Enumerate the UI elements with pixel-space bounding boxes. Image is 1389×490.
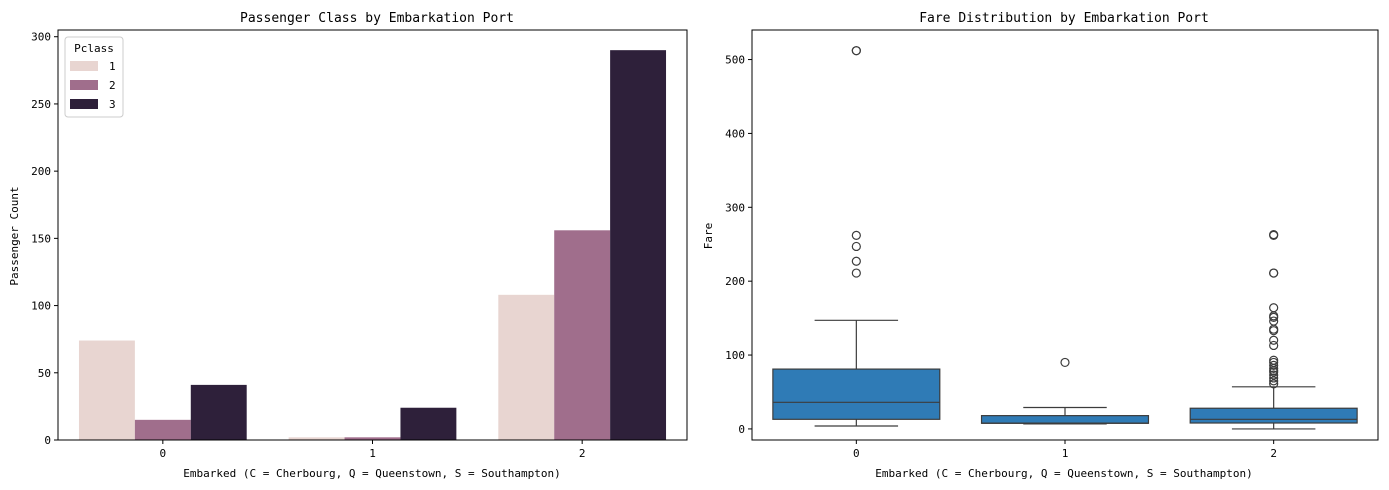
x-tick-label: 0 bbox=[160, 447, 167, 460]
x-axis-label: Embarked (C = Cherbourg, Q = Queenstown,… bbox=[875, 467, 1253, 480]
x-axis-label: Embarked (C = Cherbourg, Q = Queenstown,… bbox=[183, 467, 561, 480]
bar-pclass-1-port-2 bbox=[498, 294, 555, 440]
y-tick-label: 300 bbox=[31, 31, 51, 44]
legend-label-1: 1 bbox=[109, 60, 116, 73]
y-tick-label: 150 bbox=[31, 232, 51, 245]
legend-swatch-1 bbox=[70, 61, 98, 71]
legend-box bbox=[64, 36, 124, 118]
y-tick-label: 0 bbox=[738, 423, 745, 436]
fare-by-port-box-plot: Fare Distribution by Embarkation Port Em… bbox=[702, 11, 1379, 480]
y-tick-label: 100 bbox=[725, 349, 745, 362]
chart-title: Fare Distribution by Embarkation Port bbox=[919, 11, 1209, 26]
y-axis-label: Passenger Count bbox=[8, 186, 21, 285]
y-tick-label: 500 bbox=[725, 54, 745, 67]
x-tick-label: 2 bbox=[579, 447, 586, 460]
outlier-point bbox=[1269, 376, 1279, 386]
outlier-point bbox=[851, 230, 861, 240]
box-port-1 bbox=[980, 415, 1150, 424]
y-tick-label: 250 bbox=[31, 98, 51, 111]
y-tick-label: 100 bbox=[31, 300, 51, 313]
outlier-point bbox=[1269, 379, 1279, 389]
x-tick-label: 2 bbox=[1270, 447, 1277, 460]
outlier-point bbox=[851, 46, 861, 56]
x-tick-label: 1 bbox=[369, 447, 376, 460]
plot-frame bbox=[751, 29, 1379, 441]
y-tick-label: 200 bbox=[31, 165, 51, 178]
outlier-point bbox=[1269, 355, 1279, 365]
outlier-point bbox=[851, 268, 861, 278]
outlier-point bbox=[1060, 357, 1070, 368]
outlier-point bbox=[1269, 360, 1279, 370]
legend-label-3: 3 bbox=[109, 98, 116, 111]
legend-swatch-2 bbox=[70, 80, 98, 90]
outlier-point bbox=[851, 241, 861, 252]
x-tick-label: 1 bbox=[1062, 447, 1069, 460]
bar-pclass-3-port-1 bbox=[400, 407, 457, 440]
legend-label-2: 2 bbox=[109, 79, 116, 92]
bar-pclass-2-port-2 bbox=[554, 230, 611, 440]
chart-title: Passenger Class by Embarkation Port bbox=[240, 11, 514, 26]
bar-pclass-2-port-1 bbox=[344, 437, 401, 440]
y-tick-label: 0 bbox=[44, 434, 51, 447]
y-axis-label: Fare bbox=[702, 223, 715, 250]
bar-pclass-2-port-0 bbox=[134, 419, 191, 440]
outlier-point bbox=[1269, 303, 1279, 313]
outlier-point bbox=[851, 256, 861, 266]
box-port-2 bbox=[1189, 407, 1358, 424]
outlier-point bbox=[1269, 335, 1279, 345]
bar-pclass-1-port-0 bbox=[78, 340, 135, 440]
outlier-point bbox=[1269, 230, 1279, 240]
outlier-point bbox=[1269, 268, 1279, 278]
y-tick-label: 400 bbox=[725, 127, 745, 140]
y-tick-label: 300 bbox=[725, 201, 745, 214]
box-port-0 bbox=[772, 368, 941, 420]
outlier-point bbox=[1269, 370, 1279, 380]
legend: Pclass 1 2 3 bbox=[64, 36, 124, 118]
y-tick-label: 200 bbox=[725, 275, 745, 288]
outlier-point bbox=[1269, 316, 1279, 326]
legend-title: Pclass bbox=[74, 42, 114, 55]
bar-pclass-3-port-2 bbox=[610, 50, 667, 440]
x-tick-label: 0 bbox=[853, 447, 860, 460]
legend-swatch-3 bbox=[70, 99, 98, 109]
bar-pclass-1-port-1 bbox=[288, 437, 345, 440]
plot-frame bbox=[57, 29, 688, 441]
bar-pclass-3-port-0 bbox=[190, 384, 247, 440]
y-tick-label: 50 bbox=[38, 367, 51, 380]
outlier-point bbox=[1269, 373, 1279, 383]
outlier-point bbox=[1269, 340, 1279, 351]
class-by-port-bar-chart: Passenger Class by Embarkation Port Emba… bbox=[8, 11, 688, 480]
